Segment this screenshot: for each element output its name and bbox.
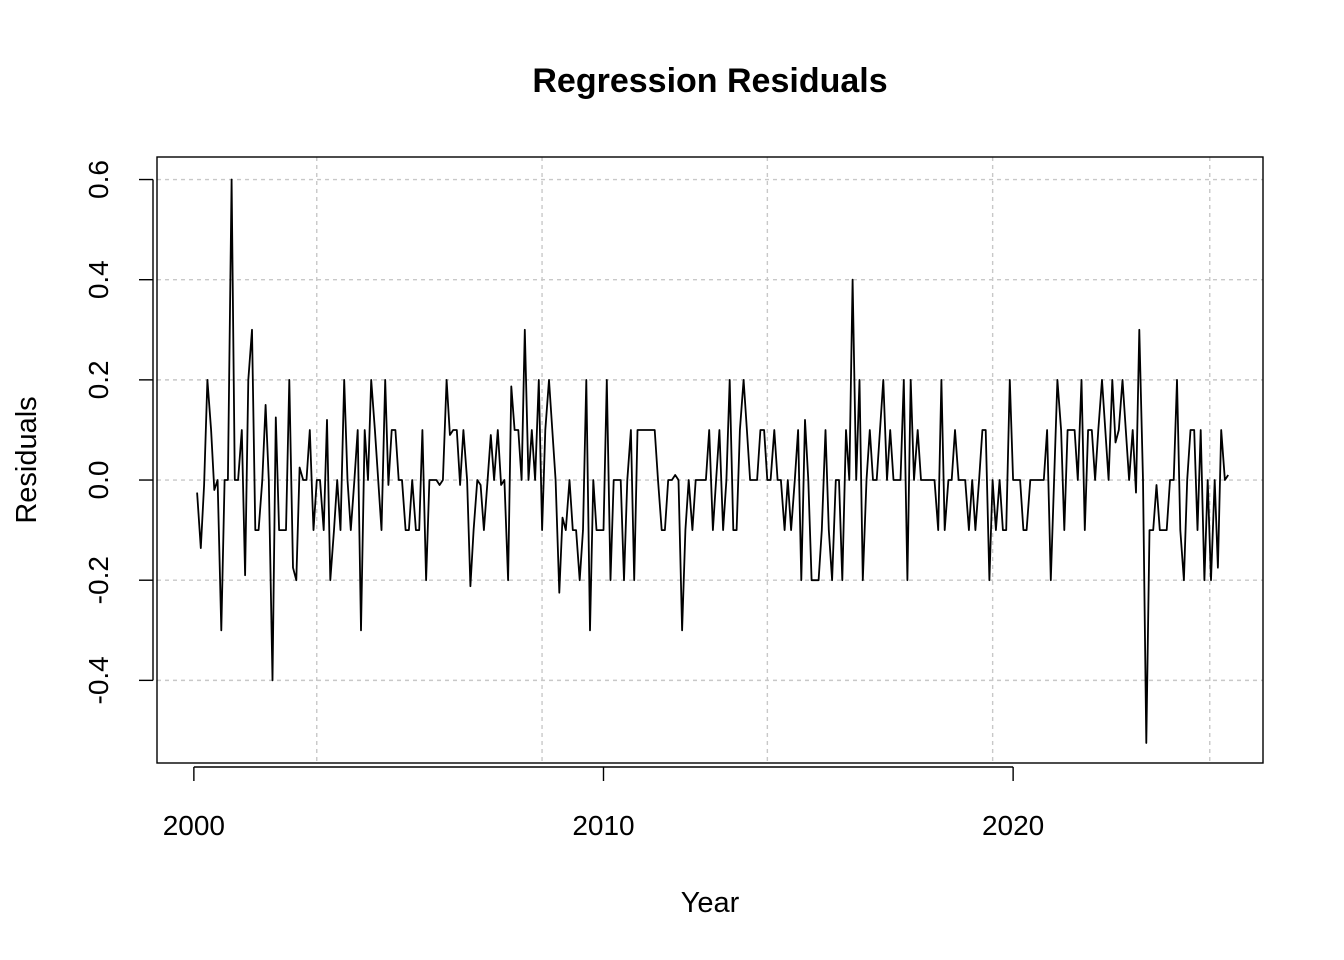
axes: 2000 2010 2020 -0.4 -0.2 0.0 0.2 0.4 0.6 [83, 160, 1044, 841]
series-layer [196, 178, 1229, 744]
x-tick-label: 2000 [163, 810, 225, 841]
y-tick-label: -0.2 [83, 556, 114, 604]
x-tick-label: 2020 [982, 810, 1044, 841]
y-tick-label: 0.2 [83, 360, 114, 399]
y-tick-label: 0.0 [83, 461, 114, 500]
x-axis-label: Year [681, 887, 740, 919]
grid-lines [157, 157, 1263, 763]
residuals-series-line [196, 178, 1229, 744]
y-tick-label: 0.4 [83, 260, 114, 299]
chart-title: Regression Residuals [532, 62, 887, 100]
y-axis-label: Residuals [11, 396, 43, 523]
plot-frame [156, 156, 1264, 764]
y-tick-label: 0.6 [83, 160, 114, 199]
x-tick-label: 2010 [572, 810, 634, 841]
y-tick-label: -0.4 [83, 656, 114, 704]
